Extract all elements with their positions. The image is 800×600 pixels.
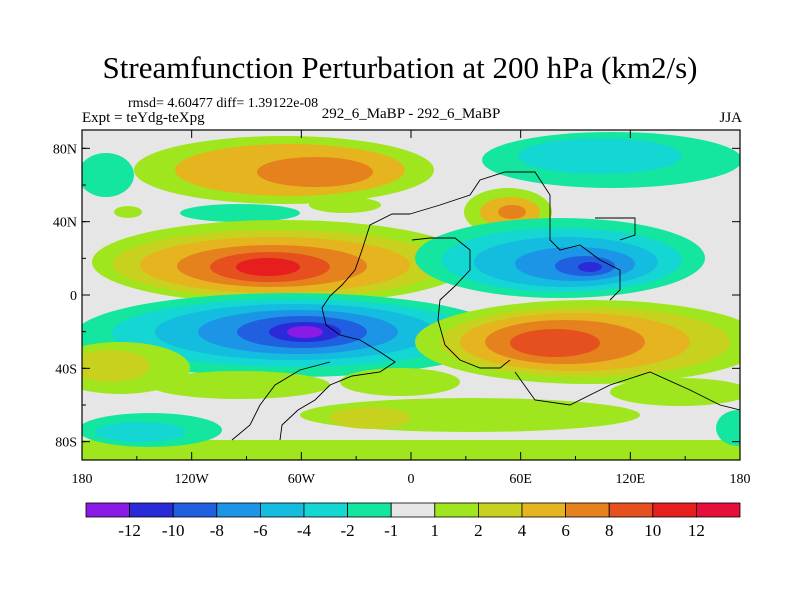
coastline-africa xyxy=(411,237,511,369)
colorbar-label: -6 xyxy=(253,521,267,540)
contour-fill xyxy=(82,440,740,460)
x-tick-label: 60E xyxy=(509,472,532,487)
season-label: JJA xyxy=(719,110,742,126)
contour-fill xyxy=(150,371,330,399)
colorbar-swatch xyxy=(434,502,479,518)
colorbar-label: 4 xyxy=(518,521,527,540)
contour-field xyxy=(82,130,740,460)
colorbar: -12 -10 -8 -6 -4 -2 -1 1 2 4 6 8 10 12 xyxy=(85,502,741,540)
colorbar-label: 1 xyxy=(431,521,440,540)
y-tick-label: 0 xyxy=(70,289,77,304)
contour-fill xyxy=(95,422,185,442)
colorbar-label: 10 xyxy=(644,521,661,540)
x-tick-label: 120W xyxy=(175,472,210,487)
contour-fill xyxy=(82,153,134,197)
colorbar-swatch xyxy=(216,502,261,518)
x-tick-label: 60W xyxy=(288,472,316,487)
coastline-southern xyxy=(231,361,331,441)
colorbar-swatch xyxy=(347,502,392,518)
contour-fill xyxy=(610,378,740,406)
contour-fill xyxy=(518,138,682,174)
feature-antarctic xyxy=(82,398,740,460)
chart-title: Streamfunction Perturbation at 200 hPa (… xyxy=(102,50,698,85)
y-tick-label: 40N xyxy=(53,216,77,231)
colorbar-label: -4 xyxy=(297,521,312,540)
contour-fill xyxy=(309,197,381,213)
coastline-eurasia xyxy=(409,171,621,301)
coastline-americas xyxy=(279,213,410,441)
contour-fill xyxy=(82,350,150,382)
contour-fill xyxy=(340,368,460,396)
coastlines xyxy=(231,171,740,441)
colorbar-swatch xyxy=(696,502,741,518)
y-tick-label: 80N xyxy=(53,142,77,157)
x-tick-label: 180 xyxy=(730,472,751,487)
colorbar-swatch xyxy=(608,502,654,518)
contour-fill xyxy=(180,204,300,222)
stats-label: rmsd= 4.60477 diff= 1.39122e-08 xyxy=(128,96,319,111)
colorbar-label: 12 xyxy=(688,521,705,540)
feature-south-pacific-positive xyxy=(82,342,740,406)
feature-arctic-negative xyxy=(82,132,740,197)
y-tick-label: 40S xyxy=(55,362,77,377)
colorbar-label: 6 xyxy=(561,521,570,540)
colorbar-swatch xyxy=(565,502,610,518)
feature-subtropical-positive xyxy=(92,220,472,304)
feature-north-positive xyxy=(134,136,434,204)
colorbar-swatch xyxy=(259,502,305,518)
experiment-label: Expt = teYdg-teXpg xyxy=(82,110,205,126)
feature-south-asia-negative xyxy=(415,218,705,298)
feature-north-small xyxy=(114,197,381,222)
x-axis: 180 120W 60W 0 60E 120E 180 xyxy=(72,130,751,487)
contour-fill xyxy=(578,262,602,272)
colorbar-label: -12 xyxy=(118,521,141,540)
contour-fill xyxy=(330,407,410,429)
colorbar-label: -1 xyxy=(384,521,398,540)
colorbar-swatch xyxy=(477,502,523,518)
y-tick-label: 80S xyxy=(55,436,77,451)
feature-south-negative xyxy=(82,293,505,377)
colorbar-label: -2 xyxy=(341,521,355,540)
coastline-australia-antarctica xyxy=(514,371,740,411)
coastline-east-asia xyxy=(595,217,636,241)
colorbar-swatch xyxy=(652,502,697,518)
x-tick-label: 120E xyxy=(616,472,646,487)
contour-fill xyxy=(498,205,526,219)
colorbar-label: 8 xyxy=(605,521,614,540)
case-label: 292_6_MaBP - 292_6_MaBP xyxy=(321,106,501,122)
colorbar-label: -10 xyxy=(162,521,185,540)
colorbar-swatch xyxy=(521,502,566,518)
contour-fill xyxy=(236,258,300,276)
colorbar-swatch xyxy=(172,502,218,518)
colorbar-swatch xyxy=(85,502,130,518)
colorbar-label: 2 xyxy=(474,521,483,540)
y-axis: 80N 40N 0 40S 80S xyxy=(53,142,740,451)
feature-indian-ocean-positive xyxy=(415,300,740,384)
contour-fill xyxy=(257,157,373,187)
colorbar-swatch xyxy=(129,502,174,518)
colorbar-label: -8 xyxy=(210,521,224,540)
x-tick-label: 180 xyxy=(72,472,93,487)
contour-fill xyxy=(114,206,142,218)
contour-fill xyxy=(716,410,740,446)
colorbar-swatch xyxy=(390,502,436,518)
contour-fill xyxy=(510,329,600,357)
colorbar-swatch xyxy=(303,502,348,518)
x-tick-label: 0 xyxy=(408,472,415,487)
contour-fill xyxy=(287,326,323,338)
